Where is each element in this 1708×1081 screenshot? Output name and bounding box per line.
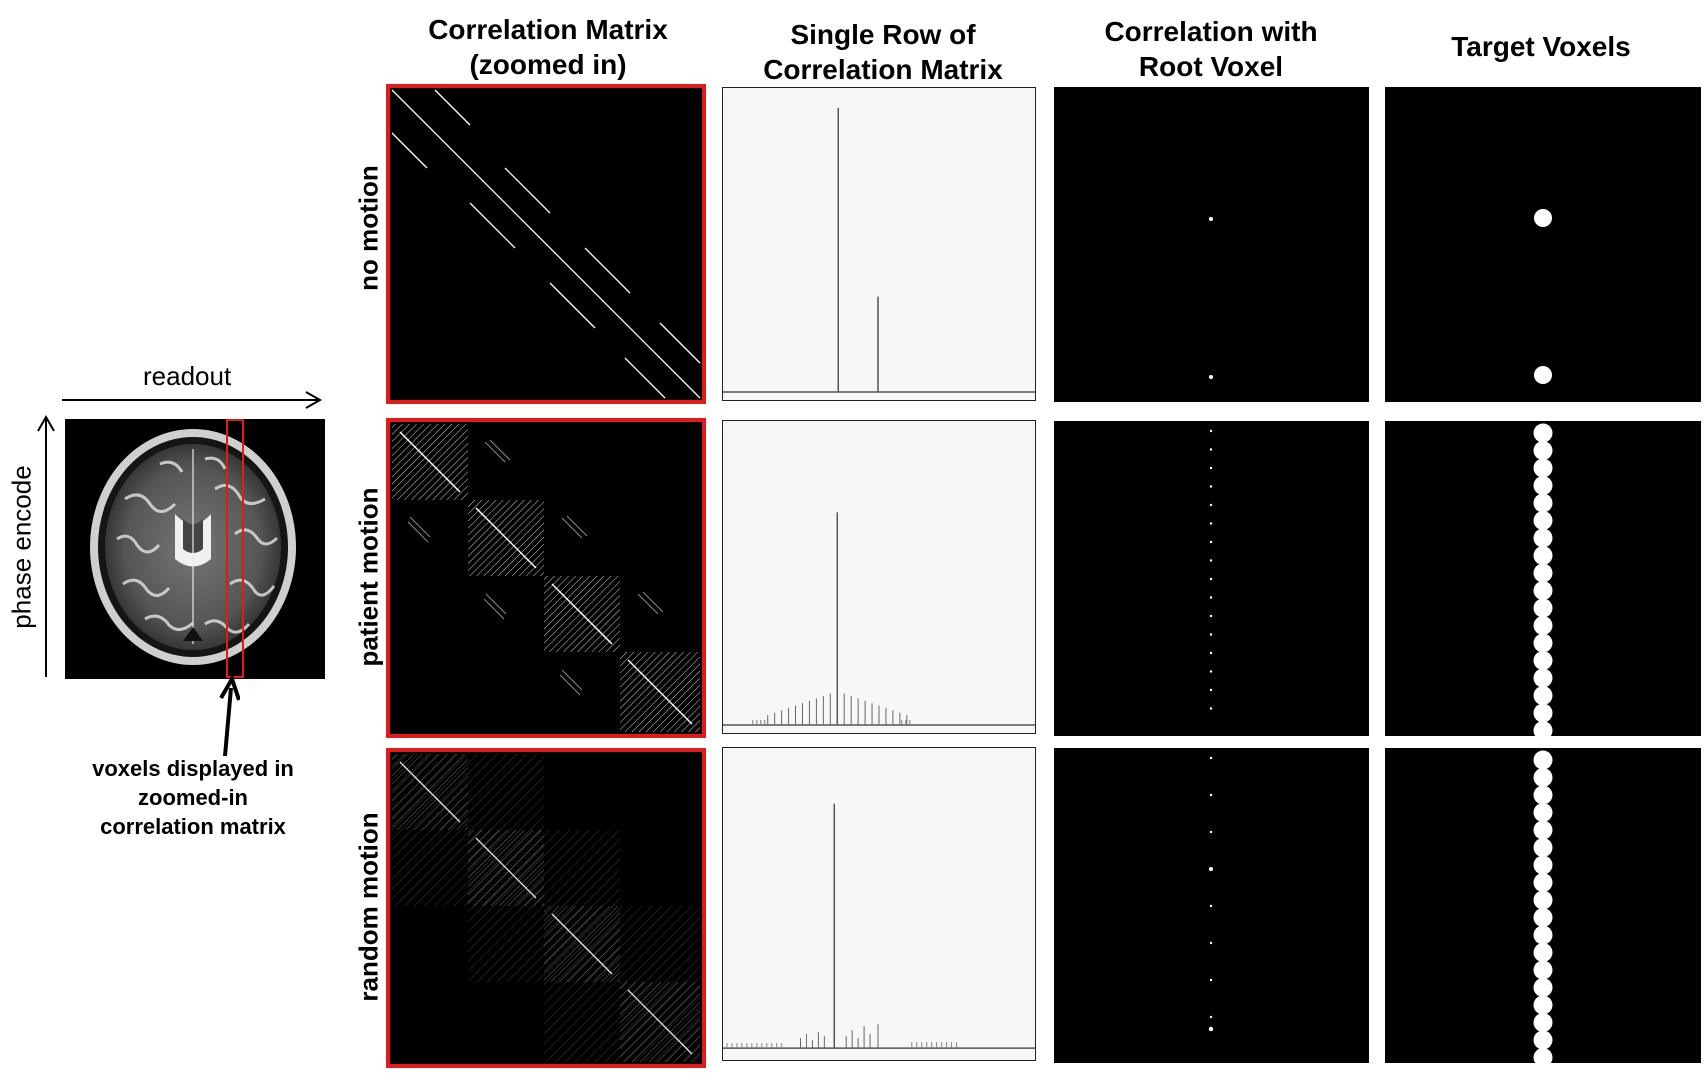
corr-matrix-no-motion: [386, 84, 706, 404]
col-title-line: Correlation Matrix (zoomed in): [428, 14, 668, 80]
single-row-plot-random-motion: [722, 747, 1036, 1061]
target-voxels-no-motion: [1385, 87, 1701, 402]
row-label-random-motion: random motion: [353, 812, 384, 1002]
root-voxel-map-random-motion: [1054, 748, 1369, 1063]
annotation-arrow: [219, 676, 240, 757]
corr-matrix-patient-motion: [386, 418, 706, 738]
col-title-line: Target Voxels: [1451, 31, 1631, 62]
readout-label: readout: [143, 361, 232, 391]
phase-encode-label: phase encode: [6, 465, 37, 629]
single-row-plot-patient-motion: [722, 420, 1036, 734]
annotation-line: voxels displayed in zoomed-in correlation …: [92, 756, 294, 839]
col-title-root-voxel: Correlation with Root Voxel: [1046, 14, 1376, 84]
col-title-line: Single Row of Correlation Matrix: [763, 19, 1003, 85]
annotation-text: voxels displayed in zoomed-in correlation …: [58, 754, 328, 841]
phase-encode-arrow: [37, 415, 55, 677]
row-label-no-motion: no motion: [353, 165, 384, 291]
col-title-single-row: Single Row of Correlation Matrix: [718, 17, 1048, 87]
col-title-line: Correlation with Root Voxel: [1104, 16, 1318, 82]
root-voxel-map-patient-motion: [1054, 421, 1369, 736]
target-voxels-random-motion: [1385, 748, 1701, 1063]
root-voxel-map-no-motion: [1054, 87, 1369, 402]
brain-mri-image: [65, 419, 325, 679]
col-title-target-voxels: Target Voxels: [1376, 29, 1706, 64]
col-title-correlation-matrix: Correlation Matrix (zoomed in): [383, 12, 713, 82]
selected-column-highlight: [226, 419, 244, 678]
readout-arrow: [62, 391, 323, 409]
target-voxels-patient-motion: [1385, 421, 1701, 736]
single-row-plot-no-motion: [722, 87, 1036, 401]
corr-matrix-random-motion: [386, 748, 706, 1068]
row-label-patient-motion: patient motion: [353, 487, 384, 667]
